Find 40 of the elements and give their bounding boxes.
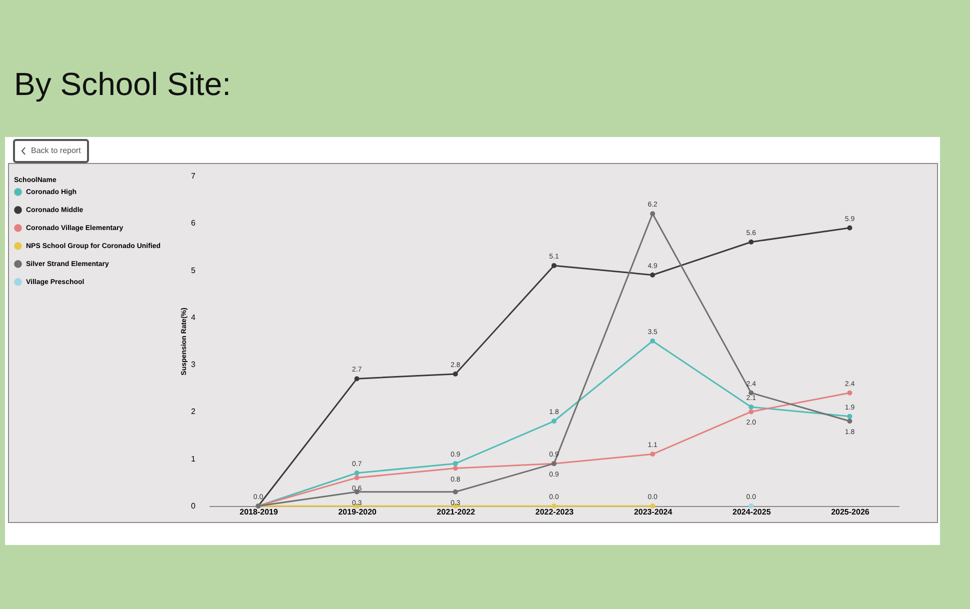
back-button[interactable]: Back to report xyxy=(13,139,89,163)
point xyxy=(650,211,656,216)
x-tick-label: 2021-2022 xyxy=(436,508,476,516)
y-tick-label: 3 xyxy=(191,360,196,370)
y-tick-label: 4 xyxy=(191,312,196,322)
point xyxy=(748,390,754,396)
point xyxy=(847,390,852,396)
x-tick-label: 2019-2020 xyxy=(338,508,378,516)
point xyxy=(847,418,852,424)
point xyxy=(748,240,754,244)
y-tick-label: 0 xyxy=(191,502,196,510)
x-tick-label: 2022-2023 xyxy=(535,508,574,516)
point xyxy=(354,376,360,382)
point xyxy=(354,475,360,480)
point xyxy=(452,489,458,494)
y-tick-label: 1 xyxy=(191,454,196,464)
point xyxy=(452,372,458,376)
chart-title: By School Site: xyxy=(14,66,231,103)
point xyxy=(552,418,556,424)
point xyxy=(452,461,458,466)
point xyxy=(847,225,852,230)
y-tick-label: 7 xyxy=(191,172,196,180)
y-tick-label: 5 xyxy=(191,266,196,275)
point xyxy=(650,272,656,278)
point xyxy=(847,414,852,419)
point xyxy=(650,504,656,508)
x-tick-label: 2024-2025 xyxy=(732,508,772,516)
y-tick-label: 6 xyxy=(191,218,196,228)
point xyxy=(748,409,754,414)
x-tick-label: 2025-2026 xyxy=(831,508,870,516)
point xyxy=(452,466,458,471)
y-tick-label: 2 xyxy=(191,407,196,416)
x-tick-label: 2023-2024 xyxy=(634,508,673,516)
point xyxy=(748,404,754,410)
point xyxy=(552,263,556,268)
point xyxy=(354,470,360,476)
point xyxy=(650,338,656,344)
point xyxy=(650,452,656,457)
point xyxy=(552,504,556,508)
x-tick-label: 2018-2019 xyxy=(240,508,278,516)
